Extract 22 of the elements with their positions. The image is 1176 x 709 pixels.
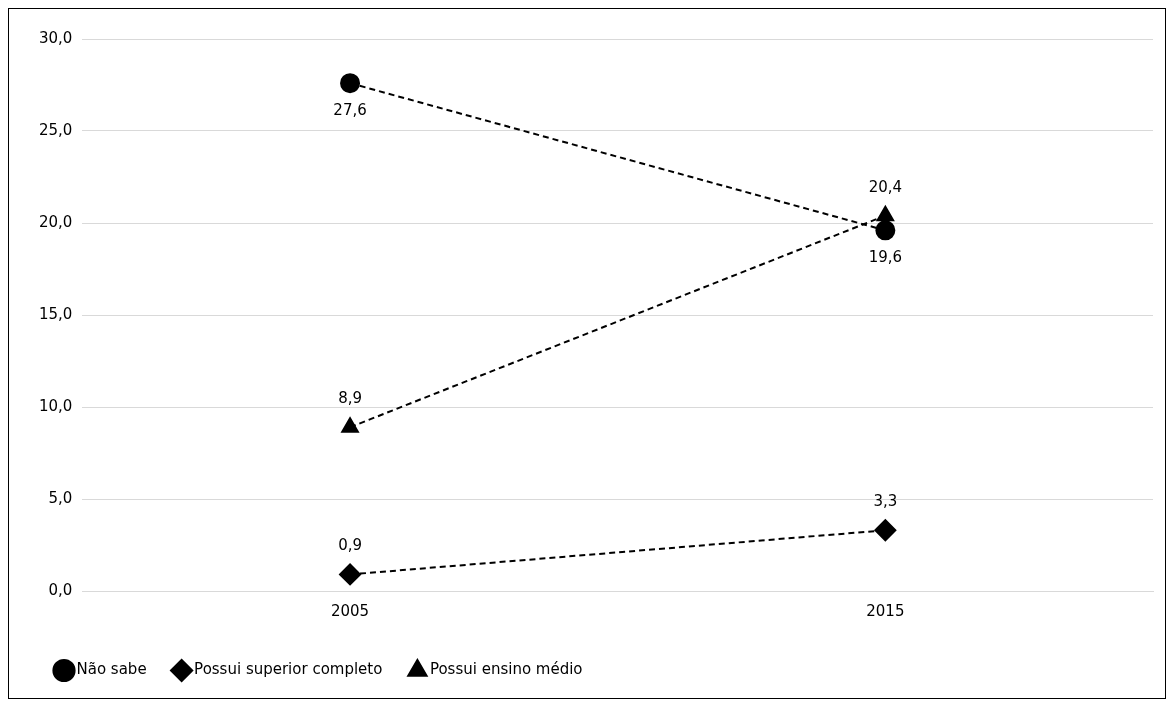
- y-tick-label: 25,0: [38, 120, 73, 139]
- x-tick-label: 2015: [866, 601, 905, 620]
- data-label: 27,6: [333, 101, 367, 120]
- point: [340, 73, 361, 94]
- data-label: 3,3: [873, 492, 898, 511]
- y-tick-label: 20,0: [38, 212, 73, 231]
- y-tick-label: 30,0: [38, 28, 73, 47]
- y-tick-label: 0,0: [48, 580, 73, 599]
- point: [339, 563, 362, 586]
- x-tick-label: 2005: [330, 601, 370, 620]
- y-tick-label: 5,0: [48, 488, 73, 507]
- data-label: 0,9: [338, 536, 362, 555]
- y-tick-label: 10,0: [38, 396, 73, 415]
- data-label: 8,9: [338, 389, 362, 408]
- y-tick-label: 15,0: [38, 304, 73, 323]
- legend-label: Não sabe: [76, 660, 147, 679]
- point: [874, 519, 897, 542]
- legend-label: Possui superior completo: [194, 660, 383, 679]
- legend-label: Possui ensino médio: [429, 660, 583, 679]
- data-label: 20,4: [868, 177, 903, 196]
- point: [875, 220, 896, 241]
- data-label: 19,6: [868, 248, 903, 267]
